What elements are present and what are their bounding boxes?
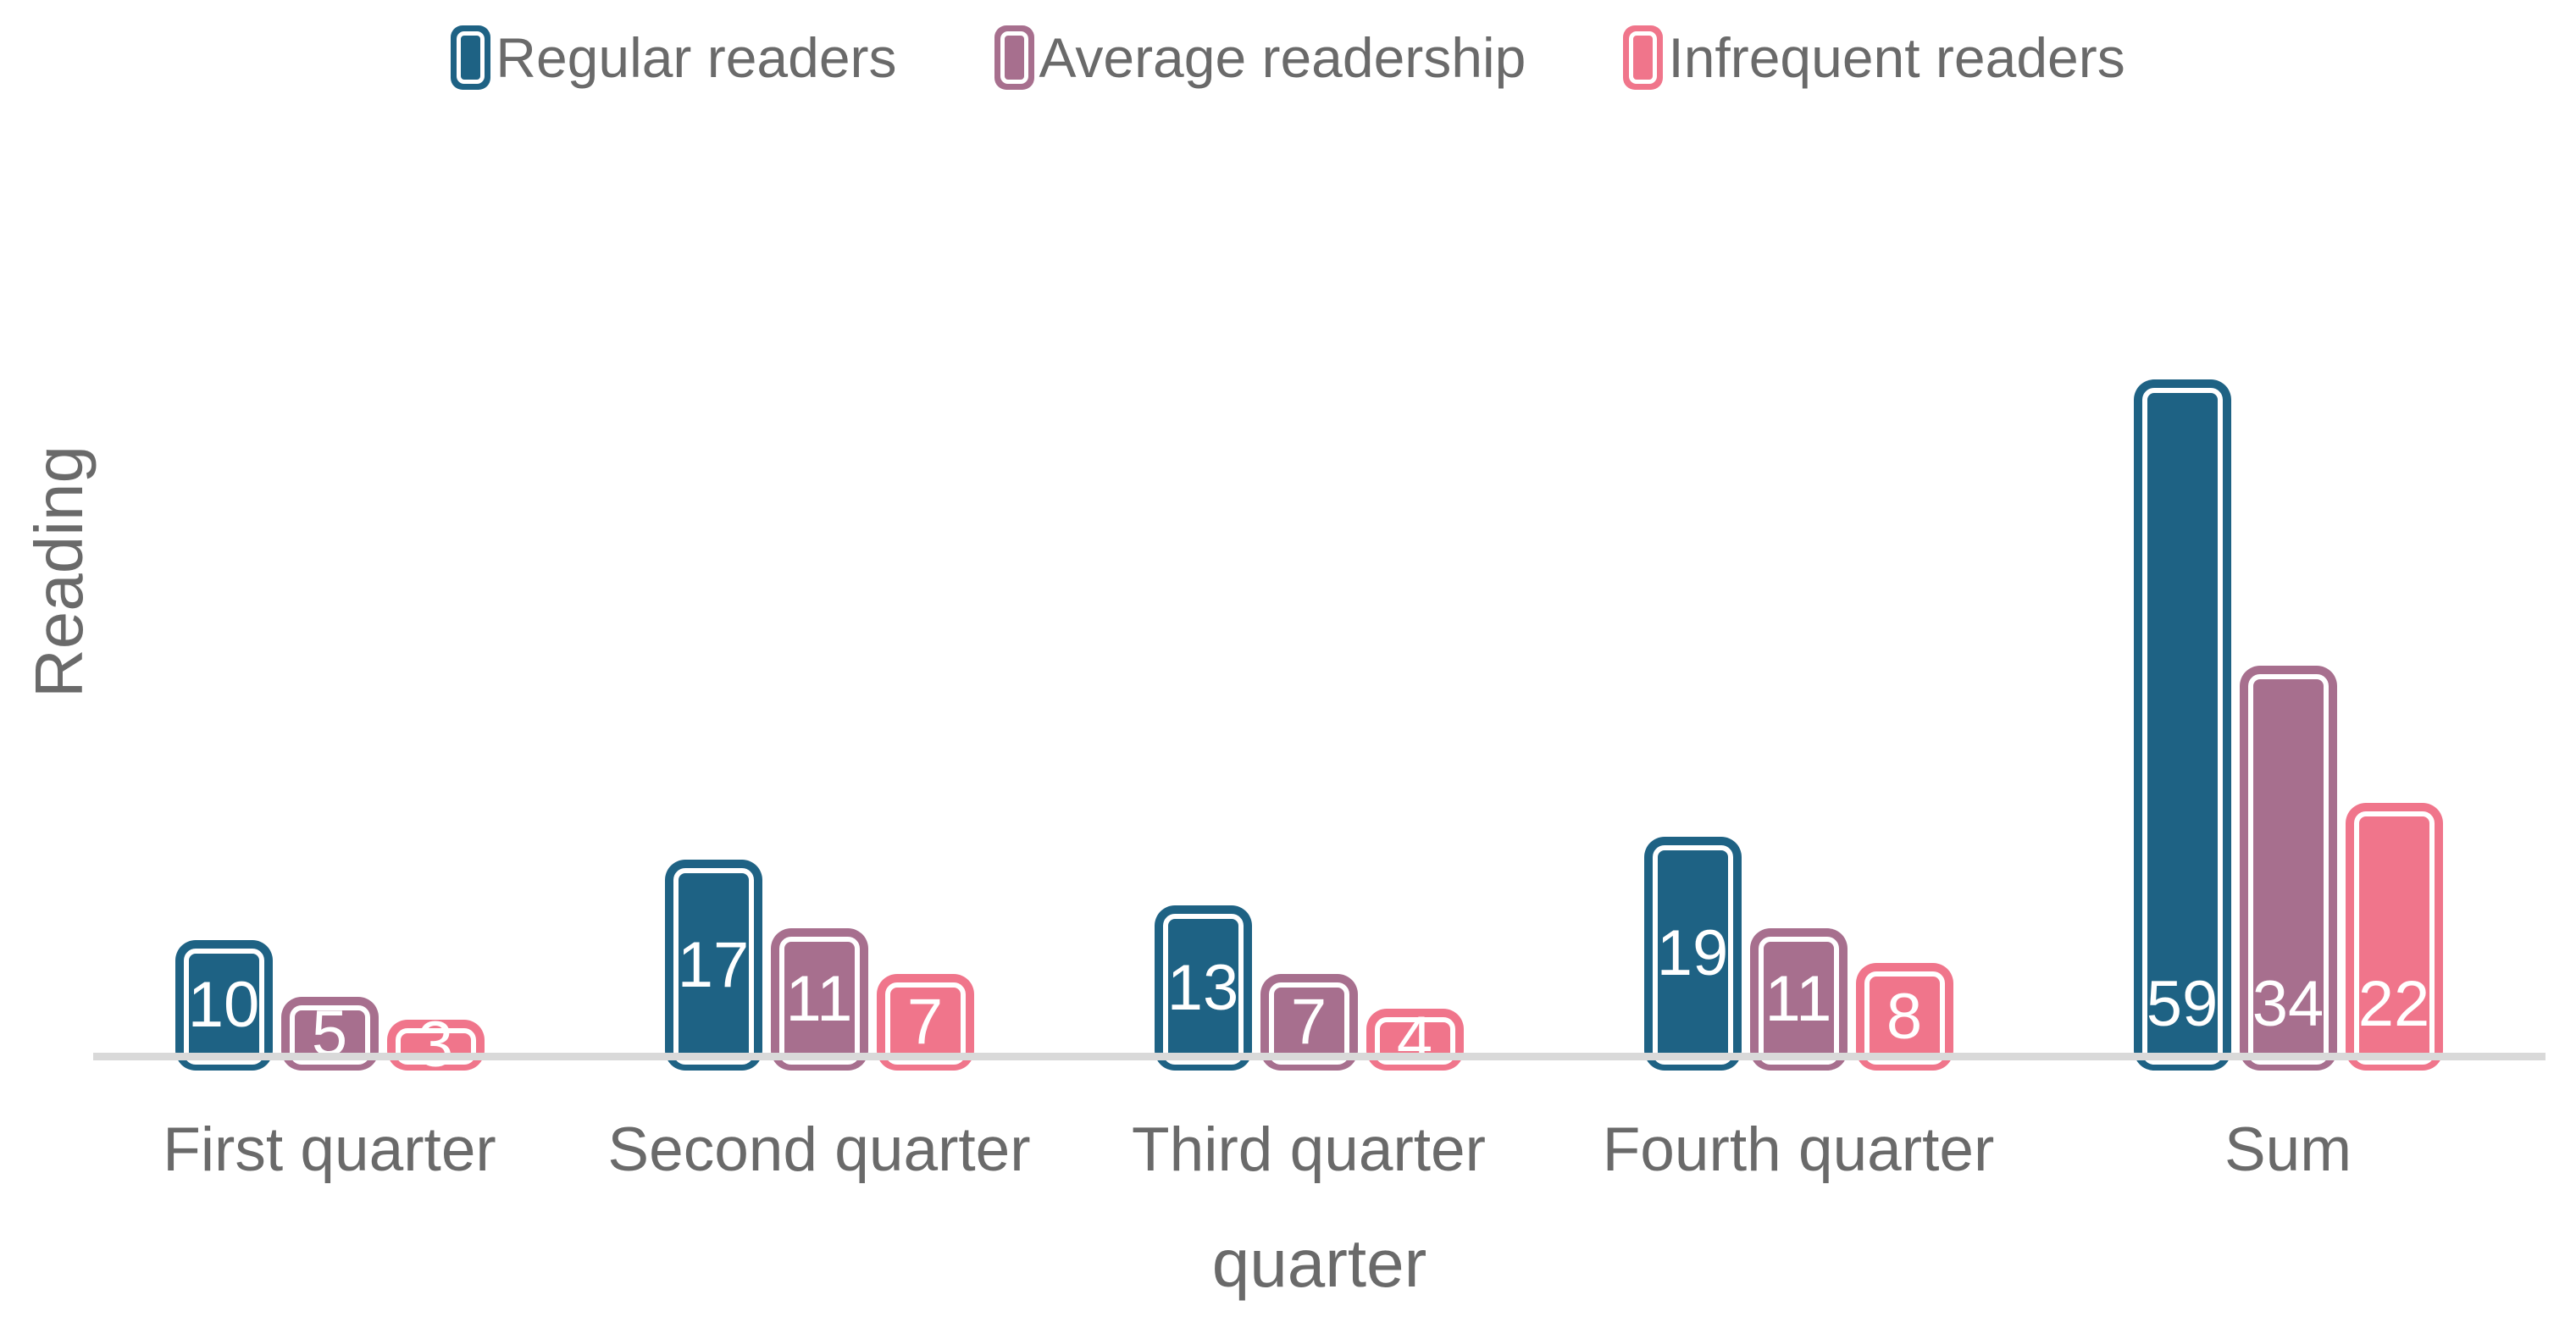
bar-inner-outline bbox=[395, 1028, 476, 1065]
bar-value-label: 11 bbox=[785, 963, 853, 1035]
legend-swatch-outline bbox=[1629, 31, 1658, 84]
category-label-third-quarter: Third quarter bbox=[1132, 1115, 1486, 1184]
category-label-first-quarter: First quarter bbox=[163, 1115, 496, 1184]
bar-regular-readers-second-quarter: 17 bbox=[664, 860, 762, 1071]
legend-item-average-readership: Average readership bbox=[994, 25, 1526, 90]
bar-average-readership-sum: 34 bbox=[2239, 666, 2337, 1071]
bar-inner-outline bbox=[1864, 971, 1945, 1065]
legend-label: Regular readers bbox=[496, 26, 897, 89]
bar-value-label: 17 bbox=[677, 928, 750, 1001]
bar-value-label: 7 bbox=[906, 986, 944, 1058]
bar-inner-outline bbox=[1162, 914, 1244, 1065]
bar-inner-outline bbox=[289, 1005, 370, 1065]
bar-inner-outline bbox=[1758, 937, 1839, 1065]
legend-swatch-infrequent-readers bbox=[1623, 25, 1664, 90]
bar-value-label: 22 bbox=[2357, 968, 2430, 1040]
bar-value-label: 11 bbox=[1764, 963, 1832, 1035]
x-axis-title: quarter bbox=[1211, 1226, 1427, 1301]
bar-infrequent-readers-fourth-quarter: 8 bbox=[1855, 963, 1953, 1071]
bar-inner-outline bbox=[2353, 811, 2435, 1065]
legend-swatch-outline bbox=[1000, 31, 1028, 84]
bar-value-label: 19 bbox=[1656, 917, 1729, 989]
bar-value-label: 7 bbox=[1290, 986, 1327, 1058]
category-label-sum: Sum bbox=[2224, 1115, 2352, 1184]
bar-inner-outline bbox=[1374, 1017, 1455, 1065]
bar-infrequent-readers-sum: 22 bbox=[2345, 803, 2443, 1071]
bar-inner-outline bbox=[183, 949, 264, 1065]
bar-value-label: 10 bbox=[187, 969, 260, 1041]
legend-label: Infrequent readers bbox=[1668, 26, 2125, 89]
legend-swatch-regular-readers bbox=[451, 25, 491, 90]
legend-swatch-average-readership bbox=[994, 25, 1034, 90]
bar-value-label: 59 bbox=[2146, 968, 2219, 1040]
bar-value-label: 13 bbox=[1166, 951, 1239, 1024]
bar-average-readership-second-quarter: 11 bbox=[770, 928, 868, 1071]
bar-value-label: 34 bbox=[2252, 968, 2324, 1040]
bar-regular-readers-fourth-quarter: 19 bbox=[1643, 837, 1742, 1071]
bar-regular-readers-third-quarter: 13 bbox=[1154, 905, 1252, 1071]
legend-swatch-outline bbox=[457, 31, 485, 84]
bar-inner-outline bbox=[1652, 845, 1733, 1065]
bar-inner-outline bbox=[1268, 982, 1349, 1065]
x-axis-baseline bbox=[93, 1053, 2546, 1060]
legend-item-regular-readers: Regular readers bbox=[451, 25, 897, 90]
bar-value-label: 4 bbox=[1396, 1003, 1433, 1076]
bar-infrequent-readers-first-quarter: 3 bbox=[386, 1011, 485, 1079]
bar-value-label: 3 bbox=[417, 1009, 454, 1081]
bar-value-label: 8 bbox=[1886, 980, 1923, 1053]
bar-inner-outline bbox=[778, 937, 860, 1065]
bar-inner-outline bbox=[673, 868, 754, 1065]
bar-regular-readers-sum: 59 bbox=[2133, 379, 2231, 1071]
category-label-second-quarter: Second quarter bbox=[607, 1115, 1031, 1184]
legend-label: Average readership bbox=[1039, 26, 1526, 89]
bar-inner-outline bbox=[884, 982, 966, 1065]
bar-inner-outline bbox=[2247, 674, 2329, 1065]
bar-inner-outline bbox=[2141, 388, 2223, 1065]
chart-legend: Regular readers Average readership Infrequ… bbox=[0, 25, 2576, 90]
bar-regular-readers-first-quarter: 10 bbox=[175, 940, 273, 1071]
bar-average-readership-fourth-quarter: 11 bbox=[1749, 928, 1848, 1071]
category-label-fourth-quarter: Fourth quarter bbox=[1602, 1115, 1995, 1184]
legend-item-infrequent-readers: Infrequent readers bbox=[1623, 25, 2125, 90]
bar-infrequent-readers-third-quarter: 4 bbox=[1366, 1003, 1464, 1076]
